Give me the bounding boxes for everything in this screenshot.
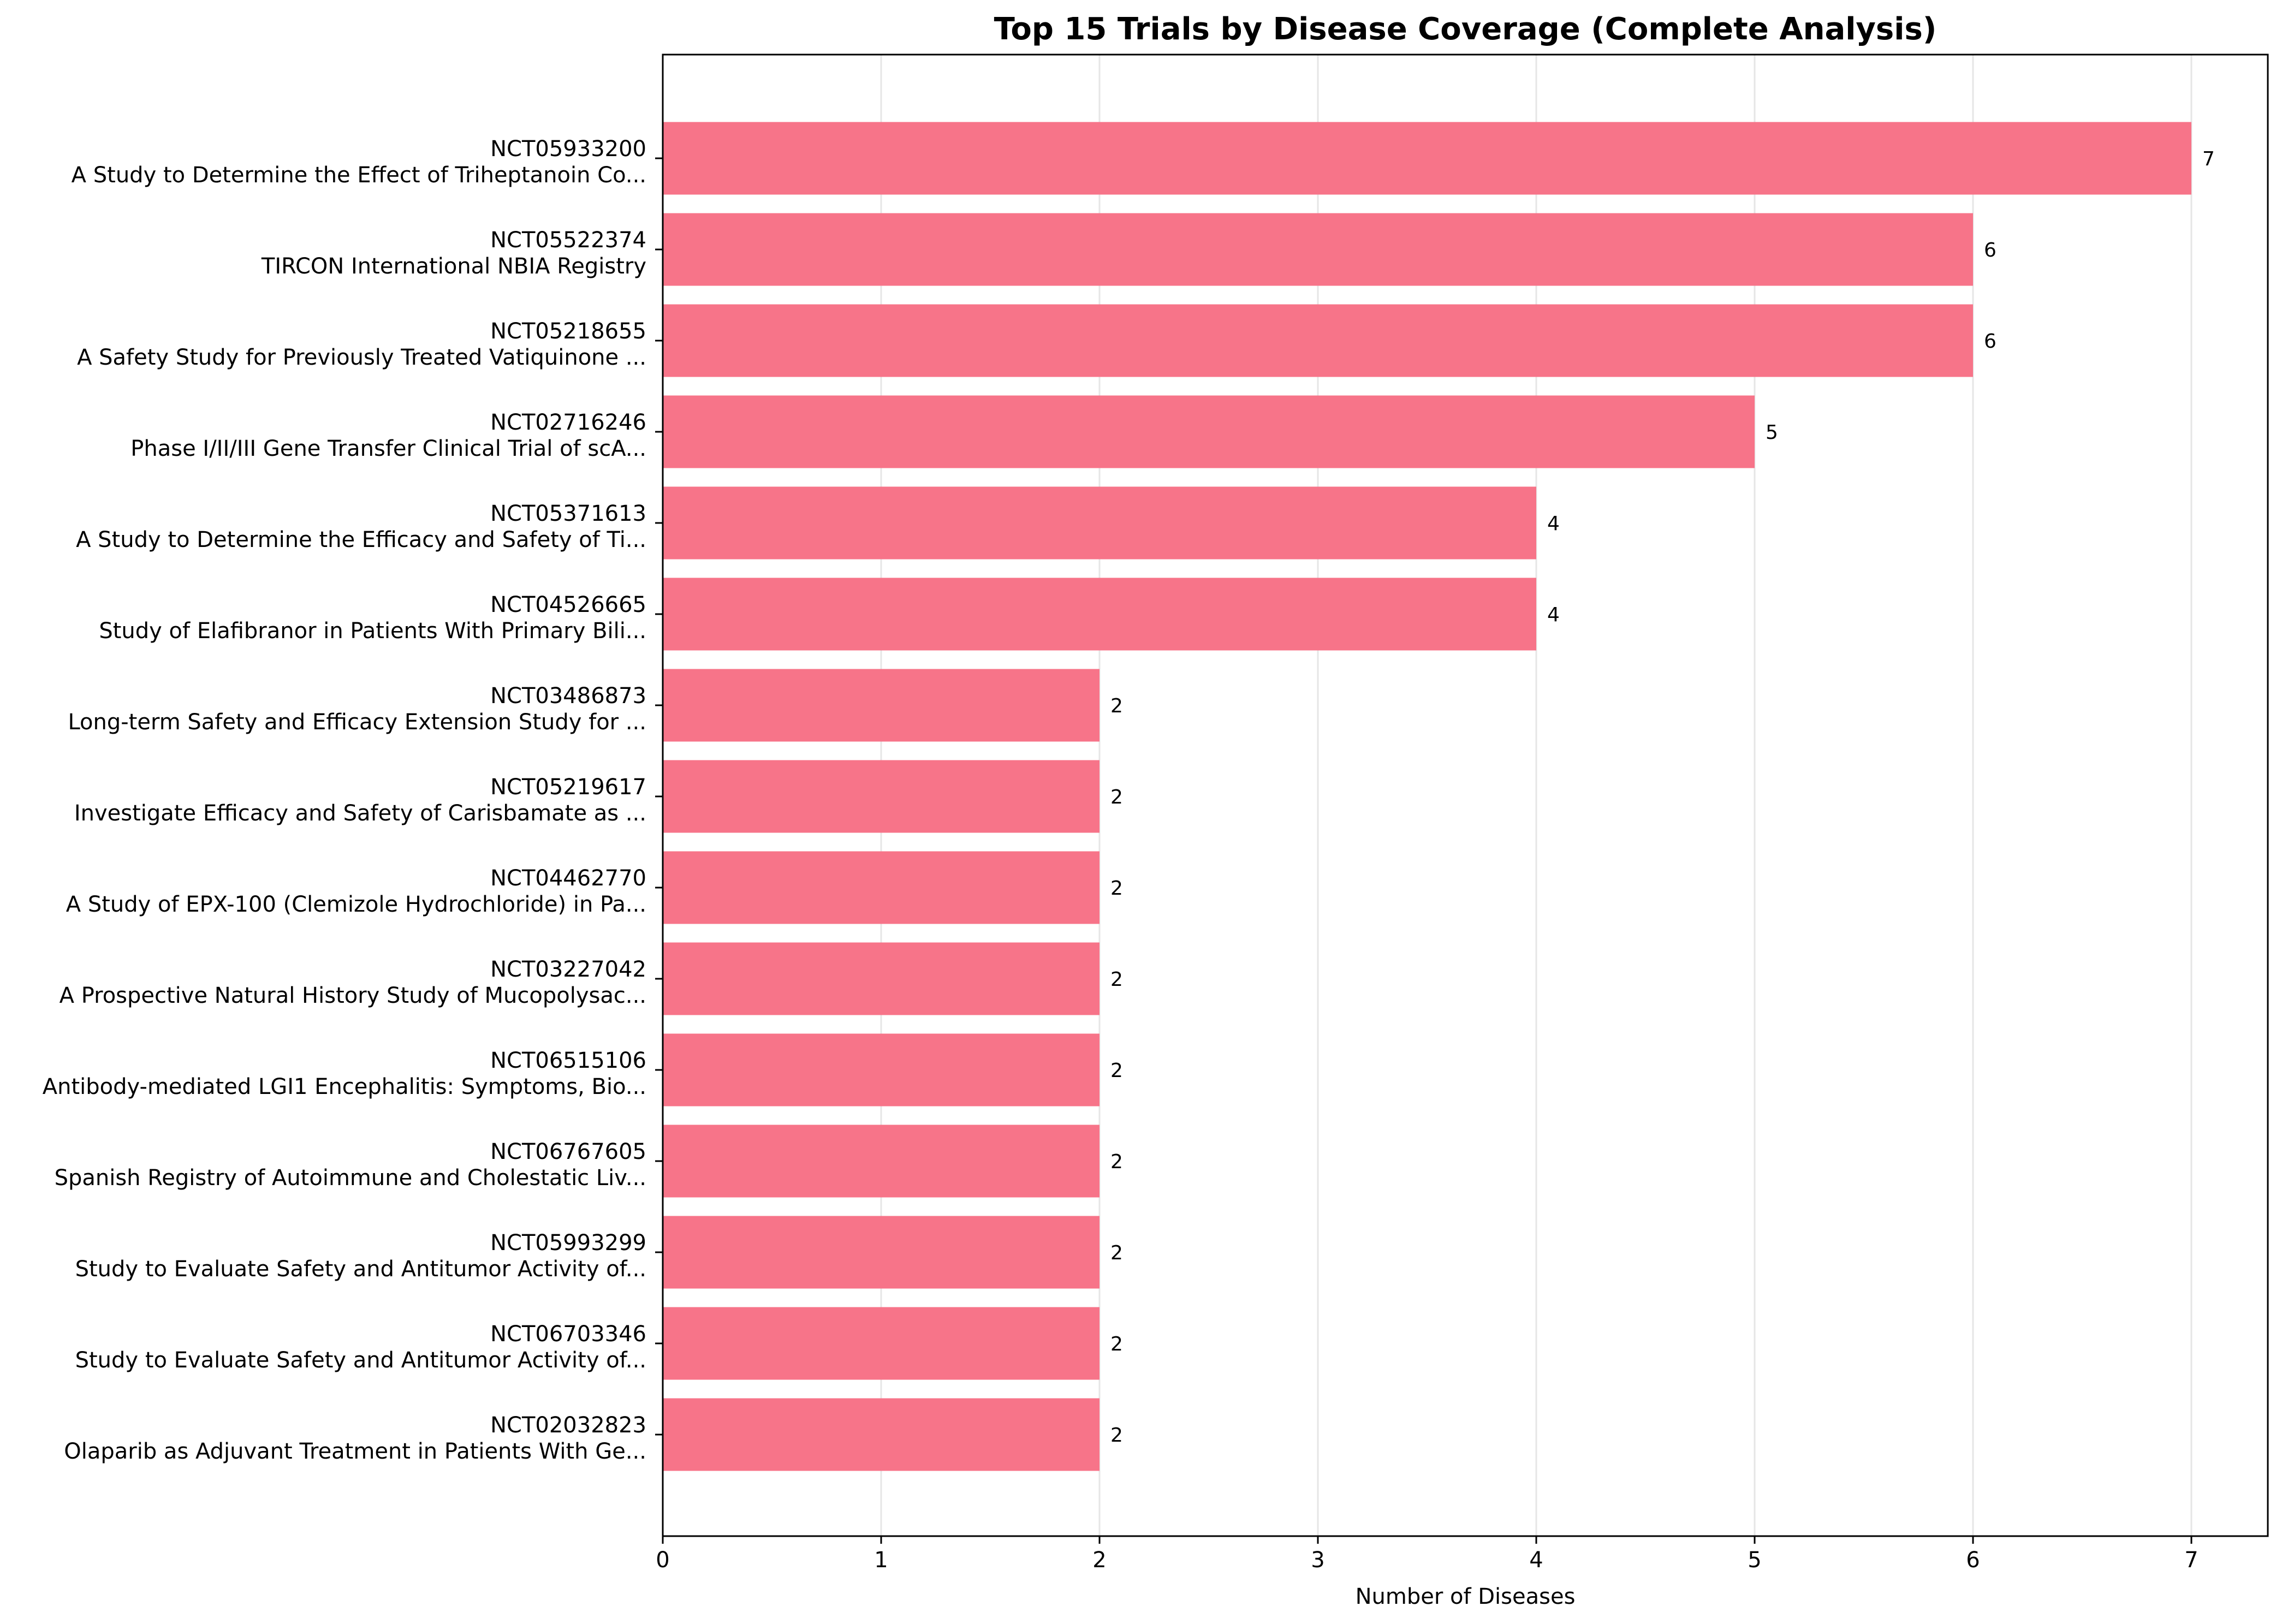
bar [663,1307,1100,1380]
bar [663,760,1100,833]
trial-id-label: NCT02032823 [490,1413,646,1438]
trial-id-label: NCT02716246 [490,410,646,435]
bar [663,304,1973,377]
bar [663,213,1973,286]
trial-id-label: NCT05522374 [490,228,646,253]
trial-id-label: NCT05933200 [490,136,646,162]
bar-value-label: 2 [1110,786,1123,808]
trial-title-label: A Prospective Natural History Study of M… [60,983,646,1008]
trial-title-label: A Study of EPX-100 (Clemizole Hydrochlor… [66,892,646,917]
bar-value-label: 4 [1547,513,1560,535]
bar [663,1216,1100,1289]
bar [663,851,1100,924]
plot-area-frame [662,53,2269,1537]
x-tick-label: 5 [1748,1548,1761,1573]
trial-id-label: NCT06767605 [490,1139,646,1164]
trial-id-label: NCT05219617 [490,775,646,800]
trial-id-label: NCT05371613 [490,501,646,526]
trial-id-label: NCT03486873 [490,683,646,709]
bar [663,669,1100,742]
bar-value-label: 2 [1110,1242,1123,1264]
chart-title: Top 15 Trials by Disease Coverage (Compl… [994,11,1937,47]
trial-id-label: NCT03227042 [490,957,646,982]
bar [663,395,1755,468]
bar-value-label: 7 [2202,148,2215,170]
bar [663,942,1100,1015]
bars [663,122,2191,1471]
x-tick-label: 4 [1529,1548,1543,1573]
trial-id-label: NCT05218655 [490,319,646,344]
bar [663,1398,1100,1471]
bar [663,122,2191,195]
bar-value-label: 2 [1110,1060,1123,1082]
bar-value-label: 2 [1110,1333,1123,1355]
trial-title-label: Spanish Registry of Autoimmune and Chole… [55,1165,646,1191]
trial-title-label: A Study to Determine the Effect of Trihe… [72,163,646,188]
x-tick-label: 6 [1966,1548,1980,1573]
trial-title-label: TIRCON International NBIA Registry [261,254,646,279]
trial-title-label: Antibody-mediated LGI1 Encephalitis: Sym… [43,1074,646,1099]
data-labels: 7 6 6 5 4 4 2 2 2 2 2 2 2 2 2 [1110,148,2215,1447]
bar [663,578,1536,651]
bar-value-label: 2 [1110,1424,1123,1447]
bar-value-label: 5 [1766,421,1778,444]
bar-value-label: 2 [1110,877,1123,900]
bar [663,486,1536,560]
x-tick-label: 2 [1092,1548,1106,1573]
trial-title-label: Study to Evaluate Safety and Antitumor A… [75,1348,646,1373]
trial-title-label: Study to Evaluate Safety and Antitumor A… [75,1257,646,1282]
bar-value-label: 2 [1110,1151,1123,1173]
trial-title-label: A Study to Determine the Efficacy and Sa… [76,527,646,552]
trial-id-label: NCT04462770 [490,866,646,891]
bar-value-label: 6 [1984,330,1996,353]
trial-title-label: Phase I/II/III Gene Transfer Clinical Tr… [130,436,646,461]
bar-value-label: 6 [1984,239,1996,261]
trial-id-label: NCT06703346 [490,1322,646,1347]
trial-id-label: NCT06515106 [490,1048,646,1073]
x-tick-label: 0 [656,1548,669,1573]
x-axis-label: Number of Diseases [1356,1584,1576,1609]
bar [663,1125,1100,1198]
trial-title-label: Olaparib as Adjuvant Treatment in Patien… [64,1439,646,1464]
trial-id-label: NCT04526665 [490,592,646,617]
x-axis-ticks: 0 1 2 3 4 5 6 7 [656,1536,2198,1573]
x-tick-label: 1 [874,1548,888,1573]
x-tick-label: 7 [2184,1548,2198,1573]
bar-value-label: 2 [1110,968,1123,991]
trial-title-label: Long-term Safety and Efficacy Extension … [68,710,646,735]
trial-id-label: NCT05993299 [490,1230,646,1256]
trial-title-label: Investigate Efficacy and Safety of Caris… [74,801,646,826]
x-tick-label: 3 [1311,1548,1324,1573]
bar-value-label: 2 [1110,695,1123,717]
trial-title-label: Study of Elafibranor in Patients With Pr… [99,618,646,644]
trial-title-label: A Safety Study for Previously Treated Va… [77,345,646,370]
bar [663,1033,1100,1107]
bar-value-label: 4 [1547,604,1560,626]
